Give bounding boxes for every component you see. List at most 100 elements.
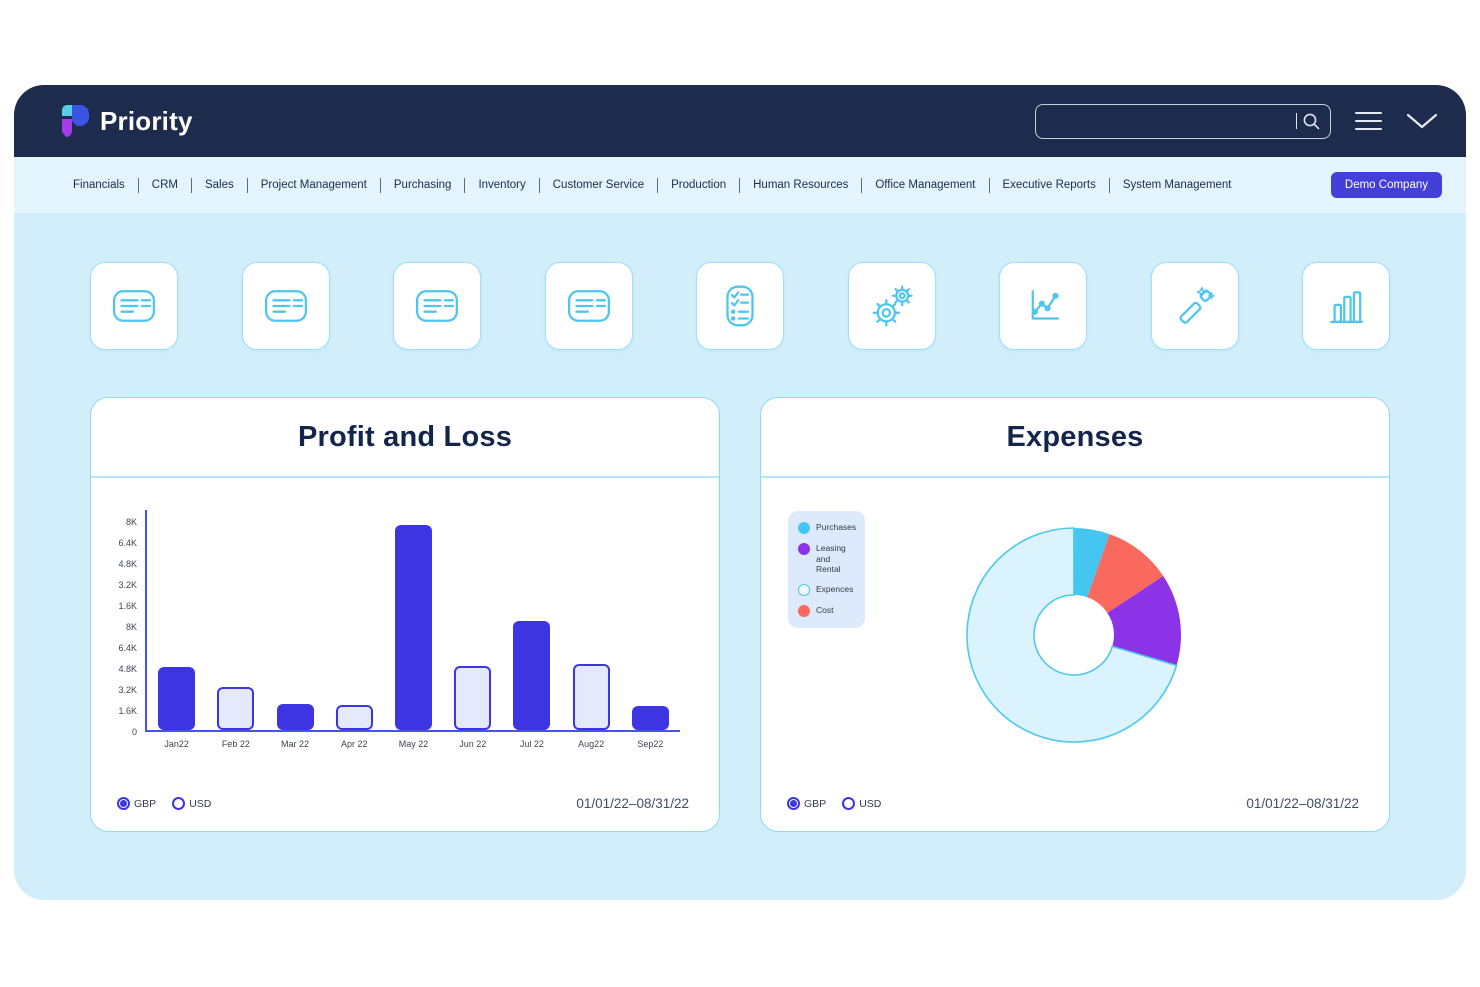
currency-radio-gbp[interactable]: GBP [787, 797, 826, 810]
y-tick-label: 1.6K [118, 601, 137, 611]
x-tick-label: Jan22 [164, 739, 189, 749]
tile-form[interactable] [544, 262, 633, 350]
bar-slot-jun-22: Jun 22 [445, 666, 501, 749]
nav-item-project-management[interactable]: Project Management [260, 179, 367, 191]
profit-loss-card-header: Profit and Loss [91, 398, 719, 478]
donut-slice-leasing-and-rental: Leasing and Rental: 13.9% [1107, 575, 1182, 666]
nav-item-human-resources[interactable]: Human Resources [753, 179, 849, 191]
nav-separator [190, 177, 192, 193]
search-icon[interactable] [1302, 112, 1321, 131]
radio-selected-icon[interactable] [787, 797, 800, 810]
y-tick-label: 3.2K [118, 685, 137, 695]
bar-slot-sep22: Sep22 [622, 706, 678, 749]
nav-item-system-management[interactable]: System Management [1122, 179, 1232, 191]
nav-item-financials[interactable]: Financials [73, 179, 125, 191]
radio-label: GBP [804, 797, 827, 810]
legend-swatch [798, 543, 810, 555]
brand-logo[interactable]: Priority [60, 104, 193, 138]
form-icon [112, 290, 156, 322]
nav-separator [137, 177, 139, 193]
bar-slot-jan22: Jan22 [149, 667, 205, 749]
radio-label: GBP [134, 797, 157, 810]
module-nav-bar: Financials CRM Sales Project Management Purc… [14, 157, 1466, 213]
tile-form[interactable] [393, 262, 481, 350]
legend-item-leasing-and-rental: Leasing and Rental [798, 543, 855, 575]
nav-item-customer-service[interactable]: Customer Service [552, 179, 645, 191]
nav-separator [657, 177, 659, 193]
x-tick-label: Mar 22 [281, 739, 310, 749]
legend-label: Cost [816, 604, 834, 615]
y-tick-label: 8K [125, 622, 137, 632]
nav-item-sales[interactable]: Sales [204, 179, 234, 191]
menu-icon[interactable] [1353, 108, 1384, 135]
nav-separator [1108, 177, 1110, 193]
currency-radio-usd[interactable]: USD [842, 797, 881, 810]
profit-loss-chart: 0 1.6K 3.2K 4.8K 6.4K 8K 1.6K 3.2K 4.8K 6.4K 8K Ja… [109, 510, 680, 749]
form-icon [264, 290, 307, 322]
chevron-down-icon[interactable] [1406, 113, 1438, 129]
x-tick-label: Jul 22 [519, 739, 544, 749]
tile-checklist[interactable] [696, 262, 784, 350]
expenses-footer: GBP USD 01/01/22–08/31/22 [787, 796, 1359, 811]
radio-unselected-icon[interactable] [172, 797, 186, 810]
demo-company-button[interactable]: Demo Company [1330, 172, 1442, 198]
bar-jan22 [158, 667, 196, 730]
nav-item-purchasing[interactable]: Purchasing [393, 179, 452, 191]
bar-slot-aug22: Aug22 [563, 664, 619, 749]
nav-separator [739, 177, 741, 193]
date-range: 01/01/22–08/31/22 [1246, 796, 1359, 811]
nav-items: Financials CRM Sales Project Management Purc… [60, 173, 1245, 197]
nav-separator [861, 177, 863, 193]
expenses-card: Expenses Purchases Leasing and Rental Expe… [760, 397, 1390, 832]
x-tick-label: Jun 22 [459, 739, 487, 749]
nav-item-inventory[interactable]: Inventory [478, 179, 526, 191]
text-caret [1296, 113, 1297, 129]
radio-label: USD [189, 797, 212, 810]
nav-item-office-management[interactable]: Office Management [875, 179, 976, 191]
donut-svg: Purchases: 5.4%Cost: 10.3%Leasing and Re… [966, 527, 1182, 743]
x-tick-label: Feb 22 [221, 739, 250, 749]
currency-toggle: GBP USD [117, 797, 211, 810]
bar-sep22 [631, 706, 669, 730]
form-icon [415, 290, 459, 322]
bar-chart-icon [1330, 291, 1364, 324]
app-window: Priority Financials CRM Sales Project Manag… [14, 85, 1466, 900]
line-chart-icon [1031, 290, 1059, 320]
radio-label: USD [859, 797, 882, 810]
currency-radio-usd[interactable]: USD [172, 797, 211, 810]
radio-unselected-icon[interactable] [842, 797, 856, 810]
bar-slot-apr-22: Apr 22 [326, 705, 382, 749]
profit-loss-title: Profit and Loss [297, 420, 513, 453]
nav-separator [538, 177, 540, 193]
checklist-icon [726, 285, 754, 327]
donut-slice-cost: Cost: 10.3% [1087, 534, 1164, 613]
bar-jul-22 [513, 621, 551, 730]
top-bar: Priority [14, 85, 1466, 157]
currency-radio-gbp[interactable]: GBP [117, 797, 156, 810]
tile-magic-wand[interactable] [1150, 262, 1239, 350]
legend-item-cost: Cost [798, 604, 855, 617]
x-tick-label: Apr 22 [341, 739, 368, 749]
tile-form[interactable] [241, 262, 330, 350]
tile-form[interactable] [90, 262, 178, 350]
y-tick-label: 4.8K [118, 664, 137, 674]
nav-item-executive-reports[interactable]: Executive Reports [1002, 179, 1096, 191]
legend-label: Expences [816, 583, 854, 594]
nav-item-production[interactable]: Production [671, 179, 727, 191]
radio-selected-icon[interactable] [117, 797, 130, 810]
tile-bar-chart[interactable] [1302, 262, 1390, 350]
bar-slot-jul-22: Jul 22 [504, 621, 560, 749]
x-tick-label: May 22 [398, 739, 429, 749]
expenses-donut-chart: Purchases: 5.4%Cost: 10.3%Leasing and Re… [959, 520, 1189, 755]
y-tick-label: 4.8K [118, 559, 137, 569]
bar-mar-22 [276, 704, 314, 730]
tile-line-chart[interactable] [999, 262, 1087, 350]
nav-separator [379, 177, 381, 193]
charts-row: Profit and Loss 0 1.6K 3.2K 4.8K 6.4K 8K 1.6K 3… [90, 397, 1390, 832]
search-input[interactable] [1046, 113, 1296, 129]
tile-gears[interactable] [847, 262, 936, 350]
nav-item-crm[interactable]: CRM [151, 179, 178, 191]
bar-slot-may-22: May 22 [385, 525, 441, 749]
brand-name: Priority [100, 105, 193, 136]
nav-separator [988, 177, 990, 193]
